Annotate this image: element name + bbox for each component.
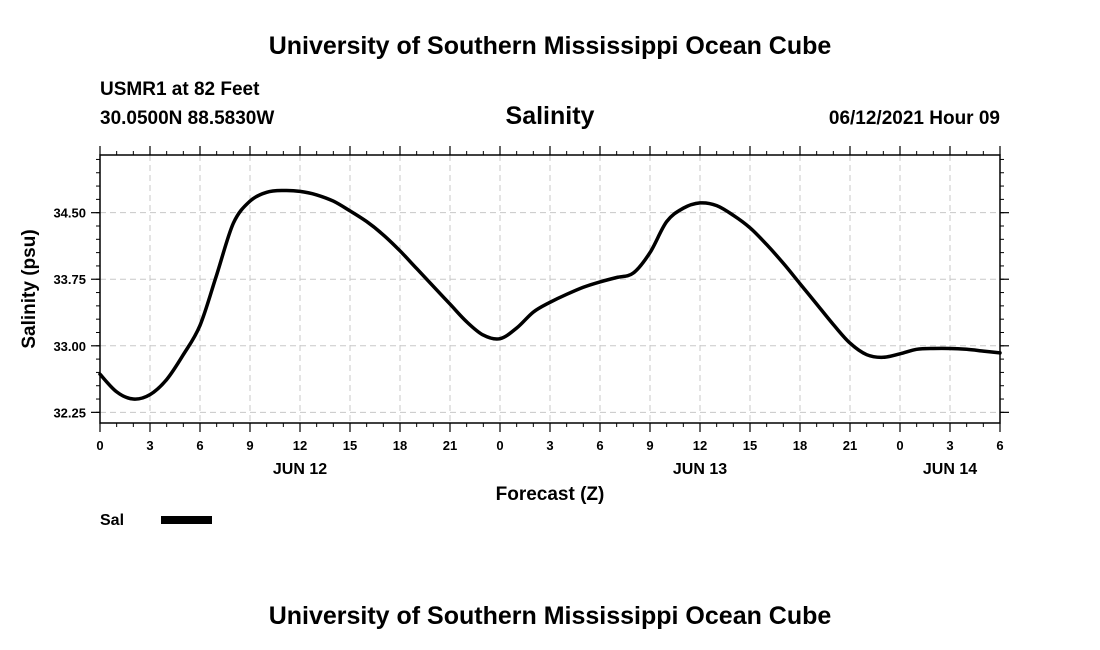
x-tick-label: 3 bbox=[546, 438, 553, 453]
grid-lines bbox=[100, 155, 1000, 423]
plot-frame bbox=[99, 154, 1001, 424]
x-tick-label: 9 bbox=[246, 438, 253, 453]
chart-title: Salinity bbox=[506, 102, 595, 130]
x-tick-label: 6 bbox=[596, 438, 603, 453]
station-label: USMR1 at 82 Feet bbox=[100, 79, 260, 100]
x-tick-label: 0 bbox=[496, 438, 503, 453]
x-tick-label: 9 bbox=[646, 438, 653, 453]
x-axis-label: Forecast (Z) bbox=[496, 484, 605, 505]
x-tick-label: 3 bbox=[946, 438, 953, 453]
date-label: JUN 13 bbox=[673, 461, 727, 478]
y-tick-label: 33.75 bbox=[53, 272, 86, 287]
date-label: JUN 12 bbox=[273, 461, 327, 478]
x-tick-label: 18 bbox=[793, 438, 807, 453]
y-axis-label: Salinity (psu) bbox=[19, 229, 40, 348]
y-axis-ticks: 32.25 33.00 33.75 34.50 bbox=[53, 158, 1009, 420]
bottom-title: University of Southern Mississippi Ocean… bbox=[269, 602, 832, 630]
x-tick-label: 6 bbox=[996, 438, 1003, 453]
series-layer bbox=[98, 188, 1002, 401]
timestamp-label: 06/12/2021 Hour 09 bbox=[829, 108, 1000, 129]
legend-swatch bbox=[161, 516, 212, 524]
coordinates-label: 30.0500N 88.5830W bbox=[100, 108, 274, 129]
x-tick-label: 12 bbox=[293, 438, 307, 453]
x-tick-label: 6 bbox=[196, 438, 203, 453]
date-label: JUN 14 bbox=[923, 461, 977, 478]
y-tick-label: 34.50 bbox=[53, 206, 86, 221]
y-tick-label: 33.00 bbox=[53, 339, 86, 354]
series-line-sal bbox=[98, 188, 1002, 401]
y-tick-label: 32.25 bbox=[53, 405, 86, 420]
x-tick-label: 21 bbox=[443, 438, 457, 453]
x-tick-label: 15 bbox=[343, 438, 357, 453]
x-tick-label: 21 bbox=[843, 438, 857, 453]
top-title: University of Southern Mississippi Ocean… bbox=[269, 32, 832, 60]
x-axis-ticks: 0 3 6 9 12 15 18 21 0 3 6 9 12 15 18 21 0 3 6 bbox=[96, 146, 1004, 453]
x-tick-label: 0 bbox=[96, 438, 103, 453]
x-tick-label: 0 bbox=[896, 438, 903, 453]
x-tick-label: 15 bbox=[743, 438, 757, 453]
legend-label: Sal bbox=[100, 512, 124, 529]
x-tick-label: 12 bbox=[693, 438, 707, 453]
x-tick-label: 3 bbox=[146, 438, 153, 453]
x-tick-label: 18 bbox=[393, 438, 407, 453]
date-labels: JUN 12 JUN 13 JUN 14 bbox=[273, 461, 977, 478]
